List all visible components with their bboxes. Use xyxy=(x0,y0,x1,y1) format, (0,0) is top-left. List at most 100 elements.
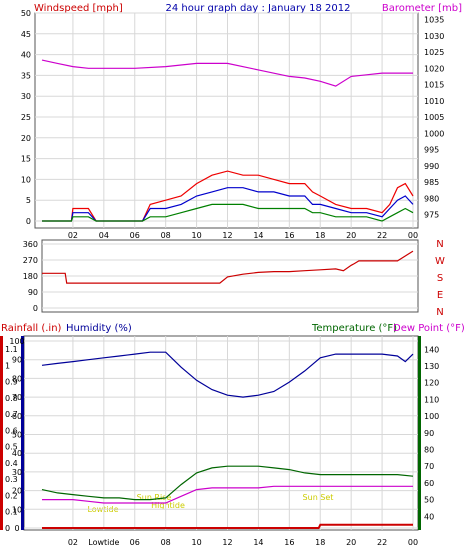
panel2-tick-label: 360 xyxy=(23,240,38,249)
panel1-x-tick-label: 00 xyxy=(408,231,418,240)
annotation-hightide: Hightide xyxy=(151,501,185,510)
panel3-humidity-tick-label: 50 xyxy=(12,431,22,440)
panel3-humidity-tick-label: 100 xyxy=(9,337,24,346)
panel1-x-tick-label: 08 xyxy=(161,231,171,240)
compass-label-w: W xyxy=(435,256,445,267)
panel1-right-axis-label: Barometer [mb] xyxy=(382,3,462,14)
panel3-x-tick-label: 06 xyxy=(130,538,140,547)
panel3-temp-tick-label: 110 xyxy=(424,395,439,404)
chart-title: 24 hour graph day : January 18 2012 xyxy=(166,3,351,14)
panel3-humidity-tick-label: 10 xyxy=(12,505,22,514)
panel2-tick-label: 270 xyxy=(23,256,38,265)
panel1-x-tick-label: 18 xyxy=(315,231,325,240)
panel3-x-tick-label: 08 xyxy=(161,538,171,547)
panel3-rain-tick-label: 1.1 xyxy=(5,345,18,354)
panel1-left-tick-label: 20 xyxy=(21,134,31,143)
panel1-left-tick-label: 10 xyxy=(21,175,31,184)
panel3-x-tick-label: 14 xyxy=(253,538,263,547)
panel3-rain-tick-label: 0 xyxy=(5,524,10,533)
panel1-right-tick-label: 990 xyxy=(424,162,439,171)
compass-label-s: S xyxy=(437,273,443,284)
panel3-humidity-label: Humidity (%) xyxy=(66,323,132,334)
panel1-left-tick-label: 15 xyxy=(21,155,31,164)
panel1-x-tick-label: 16 xyxy=(284,231,294,240)
compass-label-n-bottom: N xyxy=(436,307,443,318)
panel1-right-tick-label: 1030 xyxy=(424,32,444,41)
panel3-series-line-1 xyxy=(41,465,414,501)
panel1-right-tick-label: 1005 xyxy=(424,113,444,122)
panel1-x-tick-label: 04 xyxy=(99,231,109,240)
panel1-right-tick-label: 980 xyxy=(424,194,439,203)
panel3-temp-tick-label: 60 xyxy=(424,479,434,488)
panel3-humidity-tick-label: 40 xyxy=(12,449,22,458)
panel3-rain-tick-label: 0.7 xyxy=(5,410,18,419)
panel3-x-tick-label: Lowtide xyxy=(88,538,119,547)
panel1-x-tick-label: 06 xyxy=(130,231,140,240)
panel3-temp-tick-label: 100 xyxy=(424,412,439,421)
panel1-series-line-1 xyxy=(42,187,414,222)
panel1-right-tick-label: 1010 xyxy=(424,97,444,106)
panel3-x-tick-label: 20 xyxy=(346,538,356,547)
panel1-x-tick-label: 10 xyxy=(191,231,201,240)
panel3-temp-tick-label: 50 xyxy=(424,496,434,505)
panel1-right-tick-label: 985 xyxy=(424,178,439,187)
panel1-series-line-2 xyxy=(42,203,414,222)
panel1-x-tick-label: 12 xyxy=(222,231,232,240)
panel3-temp-tick-label: 80 xyxy=(424,446,434,455)
panel3-temp-tick-label: 40 xyxy=(424,512,434,521)
panel3-humidity-tick-label: 90 xyxy=(12,356,22,365)
panel3-rain-tick-label: 0.8 xyxy=(5,394,18,403)
panel3-x-tick-label: 02 xyxy=(68,538,78,547)
panel1-series-line-3 xyxy=(41,59,413,87)
panel1-right-tick-label: 1015 xyxy=(424,81,444,90)
panel3-humidity-tick-label: 60 xyxy=(12,412,22,421)
panel3-rain-tick-label: 0.5 xyxy=(5,443,18,452)
panel1-left-tick-label: 40 xyxy=(21,51,31,60)
panel3-x-tick-label: 12 xyxy=(222,538,232,547)
annotation-sunrise: Sun Rise xyxy=(137,493,172,502)
temperature-axis-bar xyxy=(418,336,421,530)
panel2-tick-label: 0 xyxy=(33,304,38,313)
panel3-humidity-tick-label: 70 xyxy=(12,393,22,402)
rainfall-axis-bar xyxy=(0,336,3,530)
panel3-temp-tick-label: 70 xyxy=(424,462,434,471)
panel3-temp-tick-label: 140 xyxy=(424,345,439,354)
panel1-right-tick-label: 1000 xyxy=(424,129,444,138)
panel3-series-line-3 xyxy=(42,523,413,529)
panel3-x-tick-label: 16 xyxy=(284,538,294,547)
panel3-humidity-tick-label: 30 xyxy=(12,468,22,477)
panel3-x-tick-label: 18 xyxy=(315,538,325,547)
panel3-rain-tick-label: 0.3 xyxy=(5,475,18,484)
panel3-rain-tick-label: 0.1 xyxy=(5,508,18,517)
panel3-temp-tick-label: 120 xyxy=(424,379,439,388)
panel3-series-line-0 xyxy=(41,351,414,398)
panel1-right-tick-label: 1035 xyxy=(424,16,444,25)
compass-label-e: E xyxy=(437,290,443,301)
panel2-tick-label: 180 xyxy=(23,272,38,281)
panel1-x-tick-label: 02 xyxy=(68,231,78,240)
panel1-left-tick-label: 35 xyxy=(21,71,31,80)
panel1-right-tick-label: 1025 xyxy=(424,48,444,57)
panel1-left-tick-label: 30 xyxy=(21,92,31,101)
panel1-left-tick-label: 45 xyxy=(21,30,31,39)
panel2-tick-label: 90 xyxy=(28,288,38,297)
panel3-humidity-tick-label: 20 xyxy=(12,487,22,496)
panel3-rain-tick-label: 0.4 xyxy=(5,459,18,468)
panel1-x-tick-label: 14 xyxy=(253,231,263,240)
panel1-series-line-0 xyxy=(42,170,414,222)
panel3-temp-tick-label: 90 xyxy=(424,429,434,438)
panel3-series-line-2 xyxy=(42,485,413,504)
humidity-axis-bar xyxy=(21,336,24,530)
panel3-rainfall-label: Rainfall (.in) xyxy=(1,323,62,334)
panel3-rain-tick-label: 0.2 xyxy=(5,491,18,500)
panel3-temperature-label: Temperature (°F) xyxy=(311,323,397,334)
annotation-sunset: Sun Set xyxy=(303,493,334,502)
panel1-left-tick-label: 5 xyxy=(26,196,31,205)
panel1-left-tick-label: 50 xyxy=(21,9,31,18)
compass-label-n-top: N xyxy=(436,239,443,250)
panel1-right-tick-label: 995 xyxy=(424,146,439,155)
panel3-humidity-tick-label: 0 xyxy=(14,524,19,533)
panel3-temp-tick-label: 130 xyxy=(424,362,439,371)
